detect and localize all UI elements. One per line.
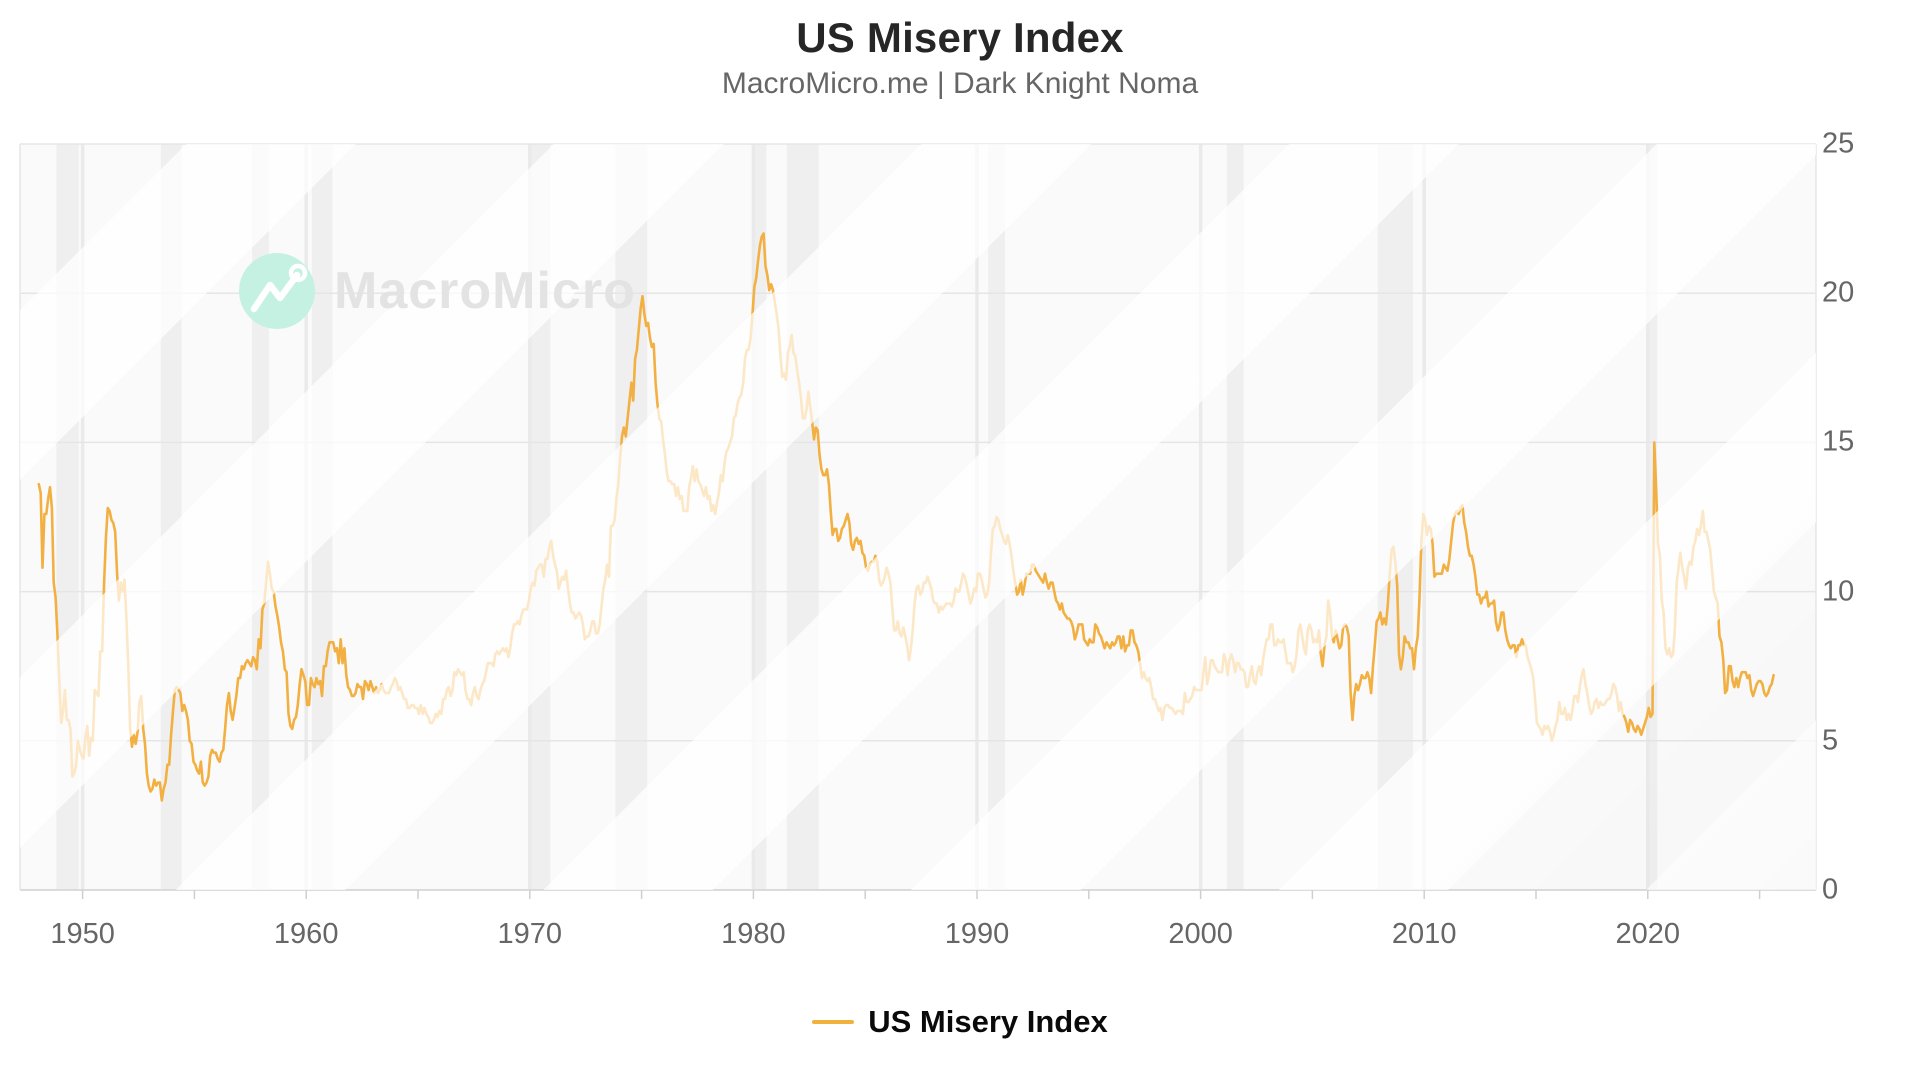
legend: US Misery Index [0,1004,1920,1040]
plot-background [20,144,1816,890]
y-tick-label-20: 20 [1822,276,1855,309]
recession-band [1377,144,1413,890]
x-tick-label-2010: 2010 [1391,918,1457,950]
legend-label: US Misery Index [868,1004,1108,1039]
x-tick-label-2000: 2000 [1168,918,1233,950]
x-tick-label-2020: 2020 [1615,918,1681,950]
y-tick-label-0: 0 [1822,873,1839,906]
legend-item-us-misery-index[interactable]: US Misery Index [812,1004,1108,1040]
recession-band [160,144,182,890]
recession-band [615,144,648,890]
recession-band [56,144,79,890]
recession-band [1226,144,1244,890]
y-tick-label-10: 10 [1822,575,1855,608]
x-tick-label-1980: 1980 [721,918,786,950]
x-tick-label-1990: 1990 [944,918,1010,950]
y-tick-label-25: 25 [1822,127,1855,160]
x-tick-label-1950: 1950 [50,918,115,950]
legend-line-swatch [812,1020,855,1024]
page-title: US Misery Index [796,14,1124,61]
recession-band [786,144,819,890]
recession-band [252,144,269,890]
y-tick-label-5: 5 [1822,724,1839,757]
recession-band [311,144,333,890]
chart-subtitle: MacroMicro.me | Dark Knight Noma [721,67,1199,100]
x-tick-label-1960: 1960 [273,918,339,950]
y-tick-label-15: 15 [1822,425,1855,458]
x-tick-label-1970: 1970 [497,918,563,950]
